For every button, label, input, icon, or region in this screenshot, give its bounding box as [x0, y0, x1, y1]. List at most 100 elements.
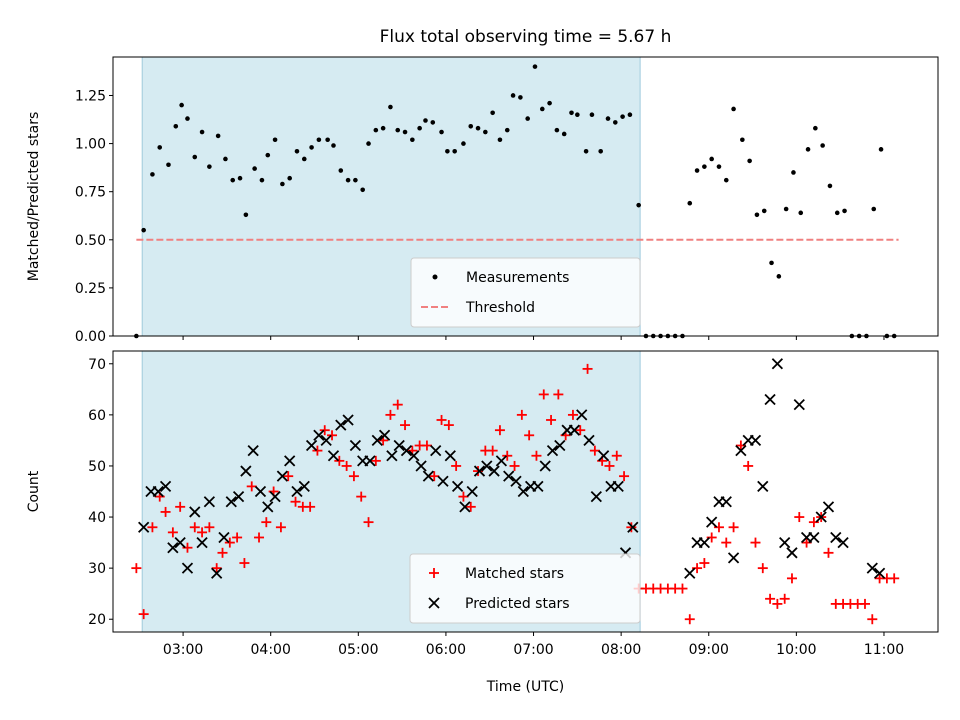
cross-b	[793, 399, 805, 411]
cross-b	[481, 460, 493, 472]
cross-b	[706, 516, 718, 528]
y-tick-label: 0.50	[75, 233, 106, 249]
cross-b	[583, 434, 595, 447]
predicted-star-point	[327, 450, 340, 462]
cross-b	[415, 460, 427, 472]
matched-star-point	[589, 445, 600, 456]
predicted-star-point	[459, 501, 471, 513]
matched-star-point	[239, 558, 250, 569]
matched-star-point	[261, 517, 272, 528]
cross-b	[597, 450, 610, 462]
measurement-point	[776, 274, 782, 279]
legend-label: Threshold	[465, 300, 535, 316]
predicted-star-point	[706, 516, 718, 528]
cross-b	[612, 480, 624, 493]
predicted-star-point	[269, 490, 281, 503]
x-tick-label: 05:00	[338, 642, 378, 658]
measurement-point	[157, 145, 163, 150]
cross-b	[815, 511, 827, 523]
panel-1: 0.00 0.25 0.50 0.75 1.00 1.25 Flux total obser…	[26, 27, 939, 345]
cross-b	[364, 455, 376, 467]
matched-star-point	[772, 598, 783, 609]
cross-b	[371, 434, 383, 447]
predicted-star-point	[473, 465, 486, 477]
cross-b	[335, 419, 347, 431]
measurement-point	[687, 200, 693, 206]
y-axis-label: Matched/Predicted stars	[26, 112, 42, 282]
predicted-star-point	[254, 485, 267, 498]
measurement-point	[265, 152, 271, 158]
predicted-star-point	[554, 439, 566, 452]
cross-b	[203, 496, 216, 508]
measurement-point	[627, 112, 633, 118]
measurement-point	[798, 210, 804, 216]
legend: Measurements Threshold	[410, 257, 641, 328]
measurement-point	[878, 147, 884, 152]
matched-star-point	[516, 409, 527, 420]
legend-label: Matched stars	[465, 566, 564, 582]
measurement-point	[468, 123, 474, 129]
predicted-star-point	[444, 450, 456, 462]
measurement-point	[410, 137, 415, 143]
measurement-point	[583, 148, 589, 154]
predicted-star-point	[167, 542, 179, 554]
cross-b	[444, 450, 456, 462]
cross-b	[495, 455, 508, 467]
cross-b	[568, 424, 581, 436]
measurement-point	[252, 166, 257, 171]
predicted-star-point	[262, 501, 274, 513]
matched-star-point	[160, 506, 171, 517]
y-tick-label: 70	[88, 357, 106, 373]
cross-b	[451, 480, 464, 493]
cross-b	[240, 465, 252, 477]
predicted-star-point	[757, 480, 769, 493]
cross-b	[211, 567, 223, 579]
measurement-point	[294, 148, 300, 154]
cross-b	[378, 429, 391, 441]
cross-b	[517, 485, 529, 498]
cross-b	[262, 501, 274, 513]
cross-b	[393, 439, 405, 452]
predicted-star-point	[181, 562, 194, 574]
matched-star-point	[167, 527, 178, 538]
measurement-point	[561, 131, 567, 137]
measurement-point	[417, 125, 422, 131]
matched-star-point	[246, 481, 257, 492]
predicted-star-point	[298, 480, 310, 493]
measurement-point	[547, 100, 552, 106]
legend: Matched stars Predicted stars	[409, 553, 641, 624]
matched-star-point	[538, 389, 549, 400]
measurement-point	[192, 154, 198, 160]
matched-star-point	[611, 450, 622, 461]
measurement-point	[380, 125, 386, 131]
predicted-star-point	[488, 465, 500, 477]
cross-b	[152, 485, 164, 498]
cross-b	[305, 439, 318, 452]
measurement-point	[532, 64, 538, 69]
predicted-star-point	[276, 470, 289, 482]
predicted-star-point	[218, 531, 230, 544]
cross-b	[254, 485, 267, 498]
cross-b	[437, 475, 449, 487]
cross-b	[873, 567, 886, 579]
predicted-star-point	[430, 444, 442, 457]
predicted-star-point	[568, 424, 581, 436]
predicted-star-point	[873, 567, 886, 579]
predicted-star-point	[159, 480, 172, 493]
measurement-point	[452, 148, 457, 154]
predicted-star-point	[422, 470, 435, 482]
measurement-point	[430, 120, 436, 125]
measurement-point	[613, 120, 618, 125]
y-tick-label: 30	[88, 561, 106, 577]
legend-label: Measurements	[466, 270, 569, 286]
cross-b	[138, 521, 150, 533]
cross-b	[466, 485, 478, 498]
measurement-point	[709, 156, 714, 162]
predicted-star-point	[400, 444, 413, 457]
measurement-point	[871, 206, 877, 212]
predicted-star-point	[764, 393, 776, 406]
predicted-star-point	[451, 480, 464, 493]
measurement-point	[827, 183, 833, 189]
measurement-point	[754, 212, 760, 218]
predicted-star-point	[240, 465, 252, 477]
